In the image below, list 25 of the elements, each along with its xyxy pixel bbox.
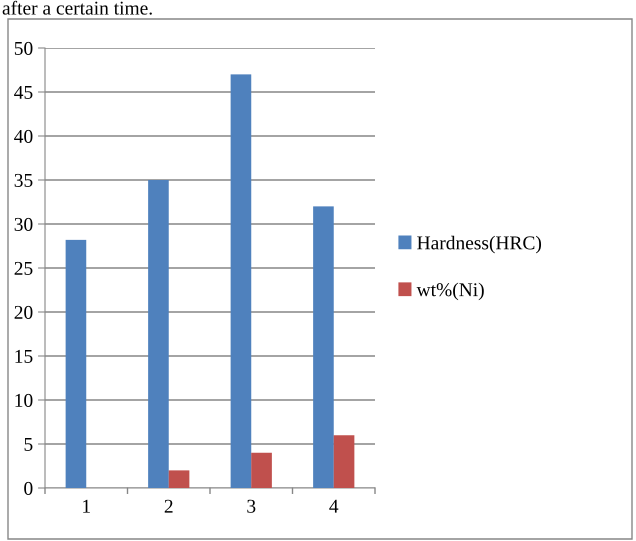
y-tick-label: 15 [15, 350, 32, 363]
text: after a certain time. [2, 0, 152, 15]
bar [251, 452, 272, 488]
y-tick-label: 5 [24, 438, 32, 451]
bar [334, 435, 354, 488]
y-tick-label: 20 [14, 306, 32, 319]
y-tick-label: 50 [14, 42, 32, 55]
bar [168, 470, 190, 488]
legend-label: wt%(Ni) [416, 282, 484, 300]
y-tick-label: 25 [14, 262, 32, 275]
y-tick-label: 0 [24, 482, 32, 495]
legend-label: Hardness(HRC) [417, 236, 542, 254]
bar [230, 74, 252, 488]
bar [313, 206, 334, 488]
y-tick-label: 35 [14, 174, 32, 187]
y-tick-label: 30 [14, 218, 32, 231]
x-tick-label: 2 [164, 500, 173, 513]
y-tick-label: 40 [14, 130, 32, 143]
bar [148, 180, 169, 488]
x-tick-label: 1 [83, 500, 90, 513]
x-tick-label: 4 [329, 500, 338, 513]
y-tick-label: 10 [15, 394, 32, 407]
y-tick-label: 45 [14, 86, 32, 99]
x-tick-label: 3 [247, 500, 256, 513]
bar [66, 240, 86, 488]
